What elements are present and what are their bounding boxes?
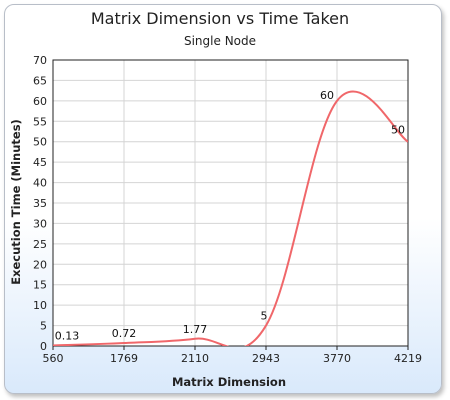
x-tick-label: 4219 [394, 352, 422, 365]
y-tick-label: 45 [33, 156, 47, 169]
data-label: 50 [391, 124, 405, 137]
y-tick-label: 25 [33, 238, 47, 251]
y-tick-label: 5 [40, 320, 47, 333]
y-axis-label: Execution Time (Minutes) [9, 119, 23, 285]
x-axis-ticks: 560 1769 2110 2943 3770 4219 [43, 346, 423, 365]
y-tick-label: 50 [33, 136, 47, 149]
data-label: 1.77 [183, 323, 208, 336]
x-tick-label: 1769 [110, 352, 138, 365]
y-tick-label: 20 [33, 258, 47, 271]
x-tick-label: 3770 [323, 352, 351, 365]
chart-subtitle: Single Node [184, 34, 256, 48]
x-tick-label: 2943 [252, 352, 280, 365]
y-tick-label: 35 [33, 197, 47, 210]
x-tick-label: 560 [43, 352, 64, 365]
x-tick-label: 2110 [181, 352, 209, 365]
y-tick-label: 40 [33, 177, 47, 190]
x-axis-label: Matrix Dimension [172, 375, 286, 389]
y-tick-label: 65 [33, 74, 47, 87]
y-tick-label: 15 [33, 279, 47, 292]
data-label: 0.72 [112, 327, 137, 340]
y-tick-label: 70 [33, 54, 47, 67]
y-tick-label: 55 [33, 115, 47, 128]
y-tick-label: 30 [33, 217, 47, 230]
data-label: 60 [320, 89, 334, 102]
chart-title: Matrix Dimension vs Time Taken [91, 9, 349, 28]
data-label: 0.13 [55, 329, 80, 342]
y-tick-label: 60 [33, 95, 47, 108]
y-tick-label: 10 [33, 299, 47, 312]
data-label: 5 [261, 310, 268, 323]
